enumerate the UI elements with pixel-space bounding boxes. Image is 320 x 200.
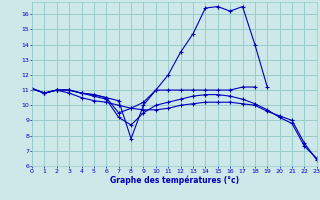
X-axis label: Graphe des températures (°c): Graphe des températures (°c) — [110, 175, 239, 185]
